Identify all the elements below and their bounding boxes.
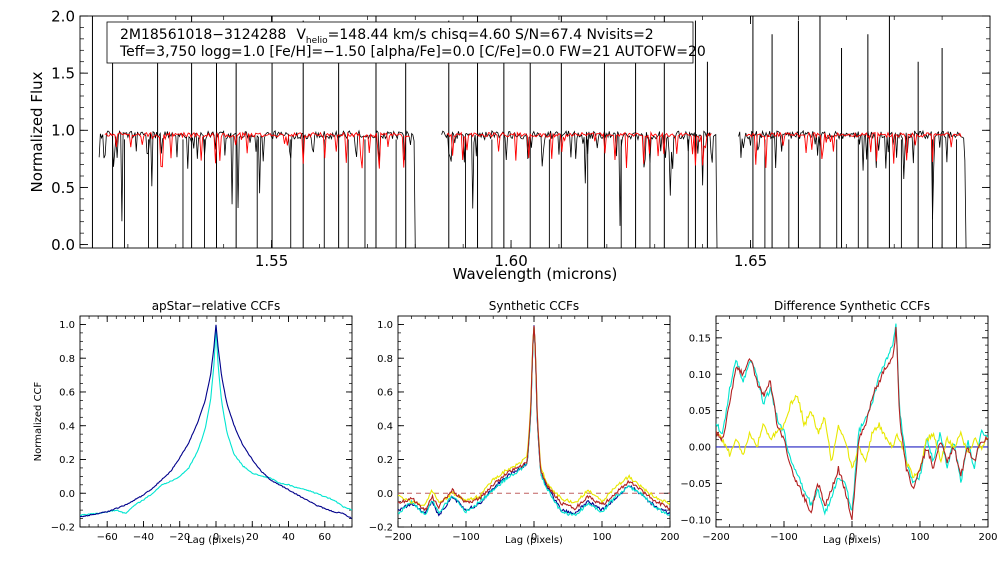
spectrum-xtick-label: 1.65 xyxy=(734,252,767,270)
apstar-ytick-label: 0.8 xyxy=(59,354,75,365)
spectrum-ytick-label: 1.5 xyxy=(51,65,75,83)
apstar-xtick-label: 60 xyxy=(318,532,331,543)
difference-ytick-label: 0.00 xyxy=(689,443,711,454)
spectrum-xlabel: Wavelength (microns) xyxy=(453,265,618,283)
synthetic-title: Synthetic CCFs xyxy=(489,299,579,313)
header-star: 2M18561018−3124288 xyxy=(120,27,286,43)
spectrum-ylabel: Normalized Flux xyxy=(28,71,46,192)
apstar-ytick-label: 0.6 xyxy=(59,388,75,399)
difference-xtick-label: 100 xyxy=(910,532,929,543)
apstar-series-visit-2 xyxy=(80,324,352,520)
difference-xlabel: Lag (pixels) xyxy=(823,535,881,546)
difference-title: Difference Synthetic CCFs xyxy=(774,299,930,313)
apstar-xtick-label: 40 xyxy=(282,532,295,543)
difference-xtick-label: −100 xyxy=(770,532,797,543)
header-line-2: Teff=3,750 logg=1.0 [Fe/H]=−1.50 [alpha/… xyxy=(119,44,706,60)
spectrum-xtick-label: 1.55 xyxy=(255,252,288,270)
apstar-ytick-label: 0.4 xyxy=(59,421,75,432)
difference-series-combined xyxy=(716,326,988,521)
synthetic-ytick-label: 0.0 xyxy=(377,489,393,500)
header-rest: =148.44 km/s chisq=4.60 S/N=67.4 Nvisits… xyxy=(328,27,654,43)
synthetic-xtick-label: −100 xyxy=(452,532,479,543)
apstar-xlabel: Lag (pixels) xyxy=(187,535,245,546)
apstar-ytick-label: 0.2 xyxy=(59,455,75,466)
spectrum-model-chip-2 xyxy=(446,130,712,168)
difference-ytick-label: 0.05 xyxy=(689,406,711,417)
apstar-xtick-label: −40 xyxy=(133,532,154,543)
apstar-xtick-label: 20 xyxy=(246,532,259,543)
plot-layer: 1.55 1.60 1.65 0.0 0.5 1.0 1.5 2.0 Wavelength (m… xyxy=(28,7,998,546)
synthetic-ytick-label: 0.6 xyxy=(377,388,393,399)
synthetic-xtick-label: −200 xyxy=(384,532,411,543)
difference-ytick-label: −0.05 xyxy=(680,479,711,490)
synthetic-ytick-label: 1.0 xyxy=(377,320,393,331)
header-box xyxy=(106,21,694,64)
spectrum-header: 2M18561018−3124288 Vhelio=148.44 km/s chi… xyxy=(106,21,706,64)
synthetic-ytick-label: 0.8 xyxy=(377,354,393,365)
apstar-ylabel: Normalized CCF xyxy=(33,381,44,461)
header-vsub: helio xyxy=(306,36,328,46)
spectrum-model-chip-3 xyxy=(745,131,962,168)
spectrum-ytick-label: 2.0 xyxy=(51,7,75,25)
synthetic-xtick-label: 0 xyxy=(531,532,537,543)
apstar-xtick-label: 0 xyxy=(213,532,219,543)
spectrum-frame xyxy=(79,15,991,249)
apstar-ytick-label: 1.0 xyxy=(59,320,75,331)
header-line-1: 2M18561018−3124288 Vhelio=148.44 km/s chi… xyxy=(120,27,654,46)
apstar-xtick-label: −20 xyxy=(169,532,190,543)
spectrum-observed-chip-1 xyxy=(98,129,416,248)
spectrum-model-chip-1 xyxy=(104,131,410,169)
difference-xtick-label: 200 xyxy=(978,532,997,543)
synthetic-ytick-label: 0.2 xyxy=(377,455,393,466)
spectrum-xtick-label: 1.60 xyxy=(494,252,527,270)
synthetic-xtick-label: 100 xyxy=(592,532,611,543)
apstar-xtick-label: −60 xyxy=(97,532,118,543)
synthetic-xtick-label: 200 xyxy=(660,532,679,543)
synthetic-ytick-label: 0.4 xyxy=(377,421,393,432)
spectrum-ytick-label: 0.0 xyxy=(51,236,75,254)
spectrum-observed-chip-3 xyxy=(738,129,967,248)
synthetic-xlabel: Lag (pixels) xyxy=(505,535,563,546)
apstar-title: apStar−relative CCFs xyxy=(152,299,281,313)
difference-series-visit-C xyxy=(716,394,988,479)
apstar-ytick-label: 0.0 xyxy=(59,489,75,500)
spectrum-ytick-label: 0.5 xyxy=(51,179,75,197)
difference-xtick-label: 0 xyxy=(849,532,855,543)
header-v: V xyxy=(296,27,306,43)
difference-ytick-label: −0.10 xyxy=(680,515,711,526)
difference-ytick-label: 0.10 xyxy=(689,370,711,381)
spectrum-ytick-label: 1.0 xyxy=(51,122,75,140)
difference-xtick-label: −200 xyxy=(702,532,729,543)
synthetic-series-combined xyxy=(398,325,670,512)
synthetic-ytick-label: −0.2 xyxy=(369,523,393,534)
apstar-ytick-label: −0.2 xyxy=(51,523,75,534)
difference-series-visit-B xyxy=(716,323,988,516)
difference-ytick-label: 0.15 xyxy=(689,333,711,344)
